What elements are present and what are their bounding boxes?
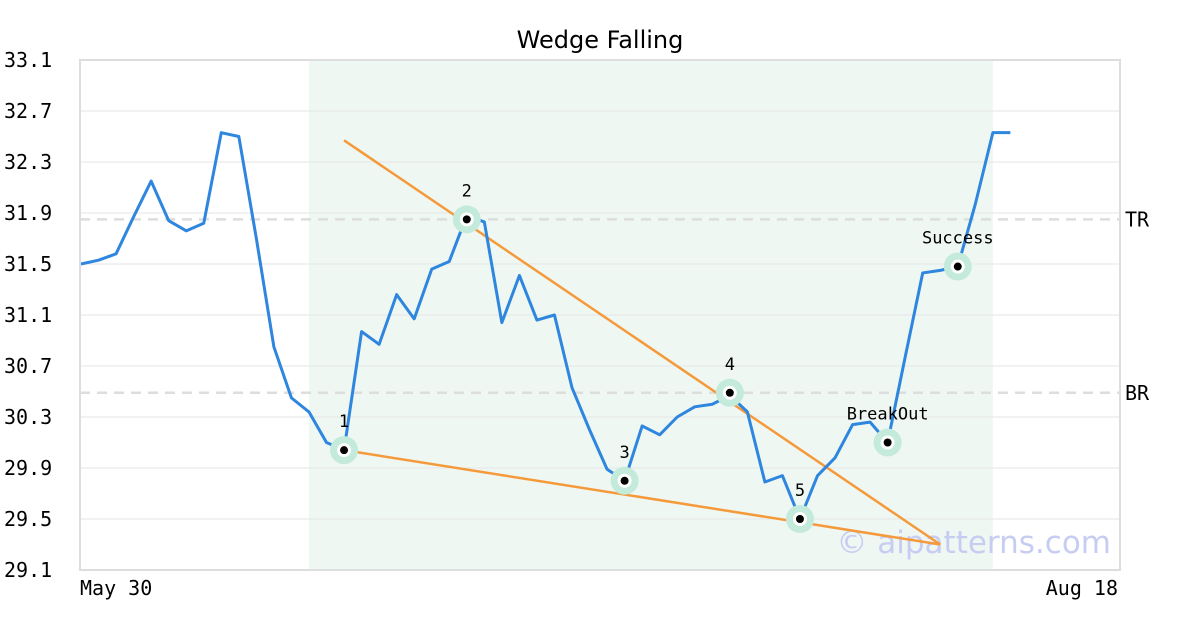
- point-label: BreakOut: [847, 405, 929, 425]
- trend-line: [343, 139, 941, 546]
- price-series: [80, 131, 1011, 521]
- pattern-point: 1: [330, 412, 359, 465]
- y-tick-label: 31.5: [4, 252, 52, 276]
- y-axis-ticks: 33.1 32.7 32.3 31.9 31.5 31.1 30.7 30.3 29.9 29.5…: [4, 48, 52, 582]
- y-tick-label: 29.9: [4, 456, 52, 480]
- x-axis-ticks: May 30 Aug 18: [80, 576, 1118, 600]
- y-tick-label: 29.1: [4, 558, 52, 582]
- point-dot: [953, 262, 962, 271]
- price-line: [80, 131, 1011, 521]
- point-dot: [462, 215, 471, 224]
- y-tick-label: 32.3: [4, 150, 52, 174]
- point-dot: [340, 446, 349, 455]
- point-dot: [725, 388, 734, 397]
- point-label: 1: [339, 412, 349, 432]
- trend-lines: [343, 139, 941, 546]
- pattern-point: 3: [610, 443, 639, 495]
- pattern-points: 1 2 3 4 5 BreakOut Success: [330, 181, 994, 533]
- point-dot: [883, 438, 892, 447]
- pattern-point: 4: [715, 355, 744, 407]
- watermark: © aipatterns.com: [836, 525, 1111, 561]
- y-tick-label: 32.7: [4, 99, 52, 123]
- pattern-point: BreakOut: [847, 405, 929, 457]
- point-dot: [795, 515, 804, 523]
- point-label: 4: [725, 355, 735, 375]
- y-tick-label: 31.9: [4, 201, 52, 225]
- point-label: 5: [795, 481, 805, 501]
- x-tick-label: Aug 18: [1046, 576, 1118, 600]
- pattern-point: 2: [452, 181, 481, 234]
- chart-title: Wedge Falling: [517, 26, 684, 54]
- point-dot: [620, 476, 629, 485]
- pattern-point: Success: [922, 229, 994, 281]
- y-tick-label: 30.7: [4, 354, 52, 378]
- y-tick-label: 33.1: [4, 48, 52, 72]
- point-label: 2: [462, 181, 472, 201]
- pattern-point: 5: [785, 481, 814, 533]
- y-tick-label: 31.1: [4, 303, 52, 327]
- trend-line: [343, 448, 941, 546]
- y-tick-label: 30.3: [4, 405, 52, 429]
- point-label: 3: [619, 443, 629, 463]
- plot-frame: [79, 59, 1121, 571]
- point-label: Success: [922, 229, 994, 249]
- reference-label: TR: [1125, 207, 1150, 231]
- reference-label: BR: [1125, 381, 1150, 405]
- x-tick-label: May 30: [80, 576, 152, 600]
- y-tick-label: 29.5: [4, 507, 52, 531]
